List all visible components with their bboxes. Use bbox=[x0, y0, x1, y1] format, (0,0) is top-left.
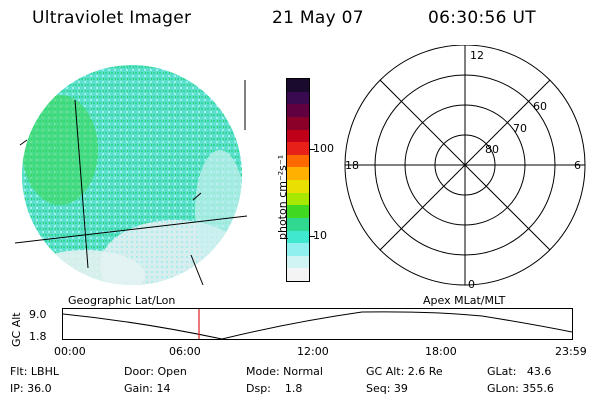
mlt-label-18: 18 bbox=[345, 159, 359, 172]
lat-label-70: 70 bbox=[513, 122, 527, 135]
colorbar-segment bbox=[287, 167, 309, 180]
colorbar-segment bbox=[287, 192, 309, 206]
colorbar-unit-label: photon cm⁻²s⁻¹ bbox=[276, 154, 289, 240]
mlt-label-0: 0 bbox=[468, 278, 475, 290]
colorbar-segment bbox=[287, 79, 309, 92]
instrument-title: Ultraviolet Imager bbox=[32, 8, 192, 28]
apex-grid-label: Apex MLat/MLT bbox=[423, 294, 506, 307]
colorbar-segment bbox=[287, 230, 309, 244]
observation-time: 06:30:56 UT bbox=[428, 8, 536, 28]
ip-info: IP: 36.0 bbox=[10, 382, 52, 395]
timeline-frame bbox=[62, 308, 573, 340]
time-tick-0600: 06:00 bbox=[169, 345, 201, 358]
geo-longitude-info: GLon: 355.6 bbox=[487, 382, 554, 395]
colorbar-segment bbox=[287, 205, 309, 218]
colorbar-tick-mark bbox=[310, 149, 315, 150]
polar-coordinate-plot: 12 18 6 0 60 70 80 bbox=[344, 45, 586, 290]
colorbar-segment bbox=[287, 129, 309, 143]
sequence-info: Seq: 39 bbox=[366, 382, 408, 395]
lat-label-80: 80 bbox=[485, 143, 499, 156]
colorbar-segment bbox=[287, 142, 309, 155]
colorbar-segment bbox=[287, 243, 309, 256]
colorbar-segment bbox=[287, 180, 309, 193]
colorbar-segment bbox=[287, 104, 309, 117]
gain-info: Gain: 14 bbox=[124, 382, 171, 395]
time-tick-0000: 00:00 bbox=[54, 345, 86, 358]
colorbar-segment bbox=[287, 154, 309, 168]
mlt-label-6: 6 bbox=[574, 159, 581, 172]
uv-image-panel bbox=[15, 65, 248, 285]
colorbar-tick-10: 10 bbox=[313, 229, 327, 242]
geographic-grid-label: Geographic Lat/Lon bbox=[68, 294, 176, 307]
gc-altitude-info: GC Alt: 2.6 Re bbox=[366, 365, 443, 378]
time-tick-1200: 12:00 bbox=[297, 345, 329, 358]
altitude-tick-max: 9.0 bbox=[29, 308, 47, 321]
mode-info: Mode: Normal bbox=[246, 365, 323, 378]
colorbar-segment bbox=[287, 116, 309, 130]
geo-latitude-info: GLat: 43.6 bbox=[487, 365, 552, 378]
uv-image-disk bbox=[22, 65, 242, 285]
altitude-tick-min: 1.8 bbox=[29, 330, 47, 343]
colorbar-tick-100: 100 bbox=[313, 142, 334, 155]
colorbar-tick-mark bbox=[310, 236, 315, 237]
mlt-label-12: 12 bbox=[470, 49, 484, 62]
time-tick-2359: 23:59 bbox=[555, 345, 587, 358]
dsp-info: Dsp: 1.8 bbox=[246, 382, 303, 395]
colorbar-segment bbox=[287, 91, 309, 105]
lat-label-60: 60 bbox=[533, 100, 547, 113]
colorbar-segment bbox=[287, 268, 309, 281]
colorbar-segment bbox=[287, 217, 309, 231]
observation-date: 21 May 07 bbox=[272, 8, 364, 28]
colorbar-segment bbox=[287, 255, 309, 269]
altitude-curve bbox=[62, 311, 573, 340]
door-info: Door: Open bbox=[124, 365, 187, 378]
time-tick-1800: 18:00 bbox=[425, 345, 457, 358]
altitude-timeline-chart bbox=[62, 308, 573, 340]
color-scale-bar bbox=[286, 78, 310, 282]
filter-info: Flt: LBHL bbox=[10, 365, 59, 378]
altitude-axis-label: GC Alt bbox=[10, 312, 23, 347]
